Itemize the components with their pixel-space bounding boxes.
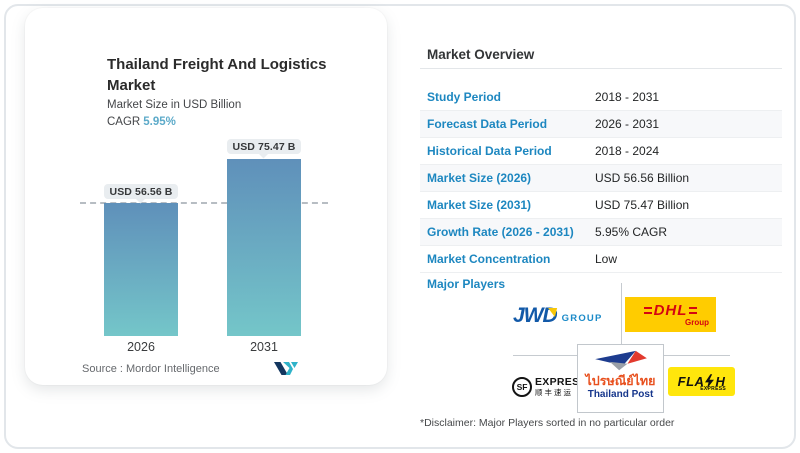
chart-title: Thailand Freight And Logistics Market [107,56,327,94]
connector-horizontal-left [513,355,577,356]
flash-wordmark: FLA H [677,374,726,389]
sf-wordmark: EXPRESS 顺丰速运 [535,376,587,398]
row-value: USD 56.56 Billion [595,171,690,185]
row-label: Market Concentration [427,252,551,266]
table-row-market-concentration: Market Concentration Low [420,246,782,273]
row-label: Market Size (2031) [427,198,532,212]
major-players-label: Major Players [427,277,506,291]
thailand-post-logo: ไปรษณีย์ไทย Thailand Post [577,344,664,413]
table-row-growth-rate: Growth Rate (2026 - 2031) 5.95% CAGR [420,219,782,246]
reference-dashed-line [80,202,328,204]
row-label: Study Period [427,90,502,104]
table-row-historical-period: Historical Data Period 2018 - 2024 [420,138,782,165]
table-row-forecast-period: Forecast Data Period 2026 - 2031 [420,111,782,138]
overview-title: Market Overview [427,47,535,62]
row-value: 2018 - 2031 [595,90,660,104]
source-attribution: Source : Mordor Intelligence [82,363,220,375]
thailand-post-english-wordmark: Thailand Post [587,389,654,400]
flash-express-suffix: EXPRESS [700,386,726,392]
sf-circle-icon: SF [512,377,532,397]
x-axis-label-2026: 2026 [127,340,155,354]
row-label: Market Size (2026) [427,171,532,185]
jwd-yellow-accent-icon [545,308,557,317]
x-axis-label-2031: 2031 [250,340,278,354]
bar-2031 [227,159,301,336]
disclaimer-text: *Disclaimer: Major Players sorted in no … [420,417,675,429]
dhl-group-logo: DHL Group [625,297,716,332]
dhl-stripes-icon [689,306,698,314]
table-row-study-period: Study Period 2018 - 2031 [420,84,782,111]
row-label: Forecast Data Period [427,117,548,131]
bar-value-label-2031: USD 75.47 B [227,139,301,154]
table-row-market-size-2026: Market Size (2026) USD 56.56 Billion [420,165,782,192]
jwd-group-suffix: GROUP [561,313,603,324]
market-size-chart-card: Thailand Freight And Logistics Market Ma… [25,8,387,385]
row-value: 2026 - 2031 [595,117,660,131]
table-row-market-size-2031: Market Size (2031) USD 75.47 Billion [420,192,782,219]
dhl-wordmark: DHL [642,303,700,318]
bar-2026 [104,203,178,336]
overview-table: Study Period 2018 - 2031 Forecast Data P… [420,84,782,273]
lightning-bolt-icon [705,374,715,389]
jwd-group-logo: JWD GROUP [513,300,619,328]
dhl-stripes-icon [643,306,652,314]
thailand-post-dart-icon [594,350,647,371]
cagr-value: 5.95% [143,116,176,128]
connector-horizontal-right [664,355,730,356]
dhl-group-suffix: Group [685,317,709,327]
sf-express-logo: SF EXPRESS 顺丰速运 [512,373,586,401]
overview-title-divider [420,68,782,69]
cagr-label: CAGR [107,116,141,128]
thailand-post-thai-wordmark: ไปรษณีย์ไทย [585,373,656,388]
flash-express-logo: FLA H EXPRESS [668,367,735,396]
connector-vertical [621,283,622,344]
row-value: Low [595,252,618,266]
row-value: USD 75.47 Billion [595,198,690,212]
mordor-intelligence-logo-icon [274,362,298,375]
bar-value-label-2026: USD 56.56 B [104,184,178,199]
row-value: 2018 - 2024 [595,144,660,158]
jwd-wordmark: JWD [513,304,558,327]
row-value: 5.95% CAGR [595,225,668,239]
row-label: Historical Data Period [427,144,552,158]
row-label: Growth Rate (2026 - 2031) [427,225,574,239]
cagr-line: CAGR 5.95% [107,116,176,128]
chart-subtitle: Market Size in USD Billion [107,99,242,111]
